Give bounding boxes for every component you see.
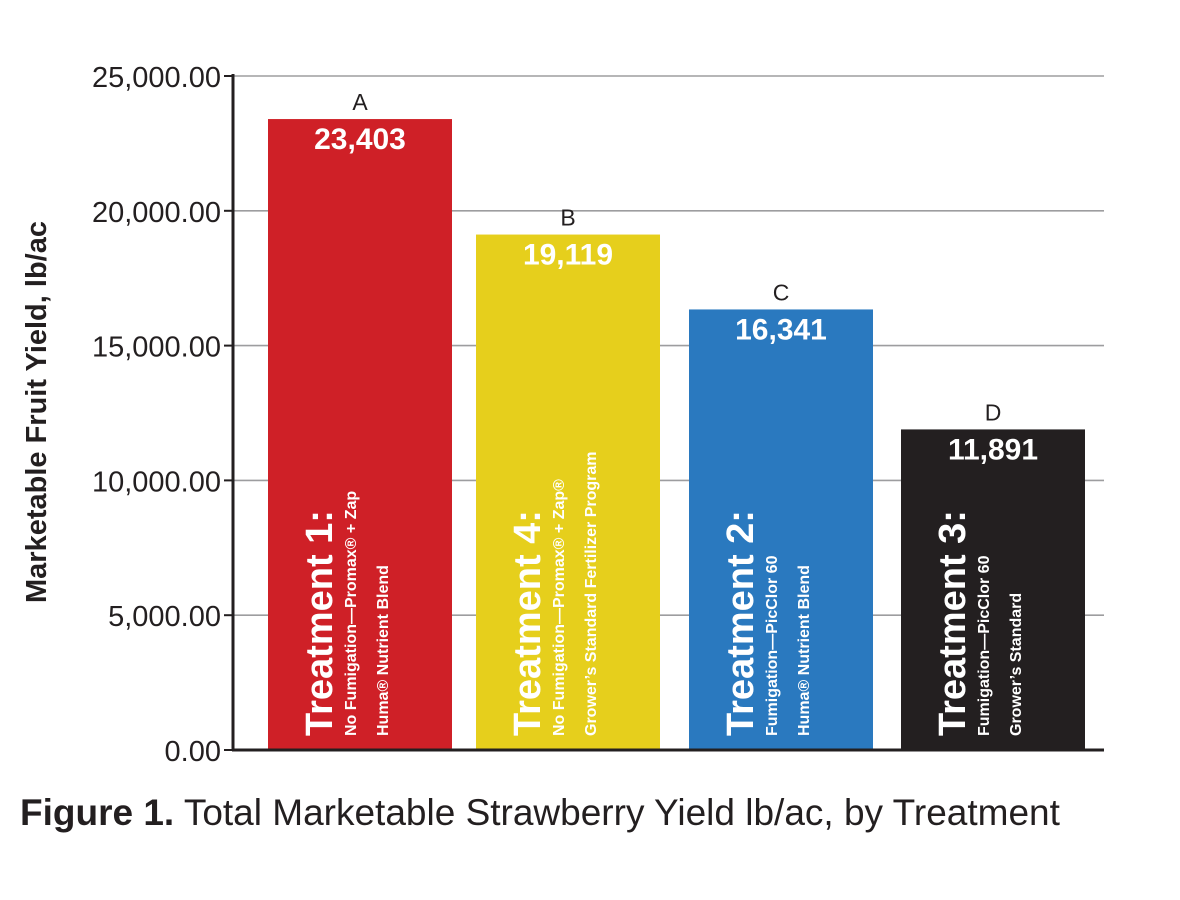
significance-letter: D — [985, 399, 1002, 425]
significance-letter: C — [773, 279, 790, 305]
treatment-title: Treatment 2: — [720, 510, 762, 736]
figure-caption-label: Figure 1. — [20, 792, 175, 833]
treatment-description: Grower’s Standard — [1008, 593, 1025, 736]
bar-treatment-text: Treatment 2: Fumigation—PicClor 60 Huma® N… — [720, 510, 813, 736]
bar-group: C 16,341 Treatment 2: Fumigation—PicClor 60… — [689, 279, 873, 750]
bar-group: A 23,403 Treatment 1: No Fumigation—Promax®… — [268, 89, 452, 751]
treatment-description: Grower’s Standard Fertilizer Program — [583, 451, 600, 736]
bar — [268, 119, 452, 751]
treatment-description: Fumigation—PicClor 60 — [976, 555, 993, 736]
bar-treatment-text: Treatment 3: Fumigation—PicClor 60 Grower’… — [932, 510, 1025, 736]
bar — [689, 309, 873, 750]
bar — [476, 234, 660, 750]
figure-caption: Figure 1. Total Marketable Strawberry Yi… — [20, 792, 1060, 834]
bar-value-label: 16,341 — [735, 313, 827, 346]
bar — [901, 429, 1085, 750]
y-tick-label: 20,000.00 — [92, 197, 221, 229]
treatment-description: Huma® Nutrient Blend — [796, 565, 813, 736]
significance-letter: B — [560, 205, 575, 231]
bar-treatment-text: Treatment 1: No Fumigation—Promax® + Zap H… — [299, 491, 392, 736]
bar-value-label: 19,119 — [523, 239, 613, 272]
significance-letter: A — [352, 89, 368, 115]
treatment-title: Treatment 1: — [299, 510, 341, 736]
axes — [224, 74, 1104, 752]
treatment-description: Huma® Nutrient Blend — [375, 565, 392, 736]
y-tick-label: 10,000.00 — [92, 466, 221, 498]
y-tick-labels: 0.00 5,000.00 10,000.00 15,000.00 20,000.00 2… — [92, 62, 221, 768]
treatment-title: Treatment 4: — [507, 510, 549, 736]
treatment-description: No Fumigation—Promax® + Zap® — [551, 479, 568, 736]
y-tick-label: 15,000.00 — [92, 332, 221, 364]
treatment-description: No Fumigation—Promax® + Zap — [343, 491, 360, 736]
treatment-description: Fumigation—PicClor 60 — [764, 555, 781, 736]
bar-value-label: 11,891 — [948, 433, 1038, 466]
y-tick-label: 0.00 — [165, 736, 221, 768]
bar-value-label: 23,403 — [314, 123, 406, 156]
bar-group: D 11,891 Treatment 3: Fumigation—PicClor 60… — [901, 399, 1085, 750]
y-axis-label: Marketable Fruit Yield, lb/ac — [21, 221, 53, 603]
y-tick-label: 5,000.00 — [108, 601, 221, 633]
bar-treatment-text: Treatment 4: No Fumigation—Promax® + Zap®… — [507, 451, 600, 736]
y-tick-label: 25,000.00 — [92, 62, 221, 94]
treatment-title: Treatment 3: — [932, 510, 974, 736]
figure-caption-text: Total Marketable Strawberry Yield lb/ac,… — [183, 792, 1060, 833]
bar-group: B 19,119 Treatment 4: No Fumigation—Promax®… — [476, 205, 660, 750]
